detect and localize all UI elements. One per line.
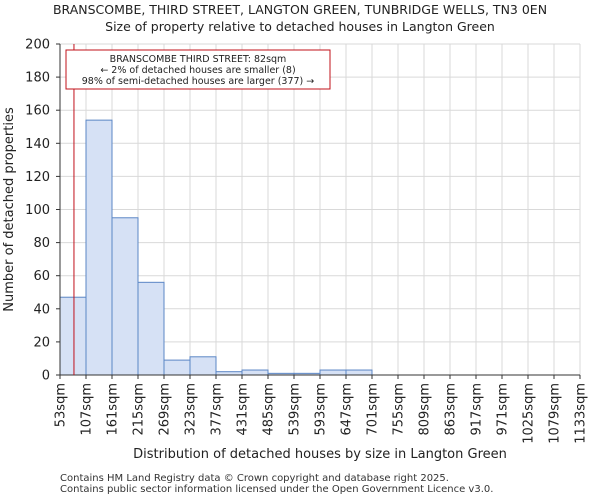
x-tick-label: 863sqm xyxy=(444,383,459,436)
x-tick-label: 917sqm xyxy=(470,383,485,436)
footer-line-1: Contains HM Land Registry data © Crown c… xyxy=(60,473,449,484)
x-tick-label: 809sqm xyxy=(418,383,433,436)
y-tick-label: 180 xyxy=(25,71,50,86)
histogram-bar xyxy=(241,369,269,376)
x-tick-labels: 53sqm 107sqm 161sqm 215sqm 269sqm 323sqm 377sq… xyxy=(54,383,589,444)
x-tick-label: 593sqm xyxy=(314,383,329,436)
x-axis-label: Distribution of detached houses by size … xyxy=(133,447,507,462)
histogram-bar xyxy=(189,356,217,376)
y-tick-label: 0 xyxy=(42,369,50,384)
x-tick-label: 215sqm xyxy=(132,383,147,436)
axes xyxy=(56,43,581,379)
annotation-line-1: BRANSCOMBE THIRD STREET: 82sqm xyxy=(110,54,287,65)
x-tick-label: 539sqm xyxy=(288,383,303,436)
x-tick-label: 1025sqm xyxy=(522,383,537,444)
y-tick-label: 200 xyxy=(25,38,50,53)
y-tick-label: 120 xyxy=(25,170,50,185)
y-tick-label: 80 xyxy=(33,236,50,251)
y-tick-label: 60 xyxy=(33,269,50,284)
x-tick-label: 53sqm xyxy=(54,383,69,427)
x-tick-label: 1133sqm xyxy=(574,383,589,444)
histogram-bar xyxy=(111,217,139,376)
x-tick-label: 161sqm xyxy=(106,383,121,436)
x-tick-label: 971sqm xyxy=(496,383,511,436)
histogram-bar xyxy=(319,369,347,376)
x-tick-label: 1079sqm xyxy=(548,383,563,444)
x-tick-label: 701sqm xyxy=(366,383,381,436)
marker-annotation: BRANSCOMBE THIRD STREET: 82sqm ← 2% of d… xyxy=(65,49,331,90)
footer-line-2: Contains public sector information licen… xyxy=(60,484,494,495)
bars xyxy=(59,119,373,376)
x-tick-label: 107sqm xyxy=(80,383,95,436)
annotation-line-2: ← 2% of detached houses are smaller (8) xyxy=(100,65,295,76)
y-tick-label: 40 xyxy=(33,302,50,317)
y-tick-label: 20 xyxy=(33,335,50,350)
x-tick-label: 485sqm xyxy=(262,383,277,436)
x-tick-label: 647sqm xyxy=(340,383,355,436)
chart-subtitle: Size of property relative to detached ho… xyxy=(105,19,495,34)
y-tick-labels: 0 20 40 60 80 100 120 140 160 180 200 xyxy=(25,38,50,384)
histogram-bar xyxy=(137,281,165,376)
y-tick-label: 160 xyxy=(25,104,50,119)
x-tick-label: 323sqm xyxy=(184,383,199,436)
y-tick-label: 140 xyxy=(25,137,50,152)
histogram-bar xyxy=(345,369,373,376)
histogram-chart: 0 20 40 60 80 100 120 140 160 180 200 53sqm 107sqm 1… xyxy=(2,38,589,463)
x-tick-label: 431sqm xyxy=(236,383,251,436)
y-tick-label: 100 xyxy=(25,203,50,218)
chart-title: BRANSCOMBE, THIRD STREET, LANGTON GREEN,… xyxy=(52,2,548,17)
x-tick-label: 755sqm xyxy=(392,383,407,436)
annotation-line-3: 98% of semi-detached houses are larger (… xyxy=(82,76,315,87)
x-tick-label: 269sqm xyxy=(158,383,173,436)
histogram-bar xyxy=(85,119,113,376)
x-tick-label: 377sqm xyxy=(210,383,225,436)
histogram-bar xyxy=(163,359,191,376)
histogram-bar xyxy=(59,296,87,376)
y-axis-label: Number of detached properties xyxy=(2,107,17,312)
annotation-box xyxy=(65,49,331,90)
